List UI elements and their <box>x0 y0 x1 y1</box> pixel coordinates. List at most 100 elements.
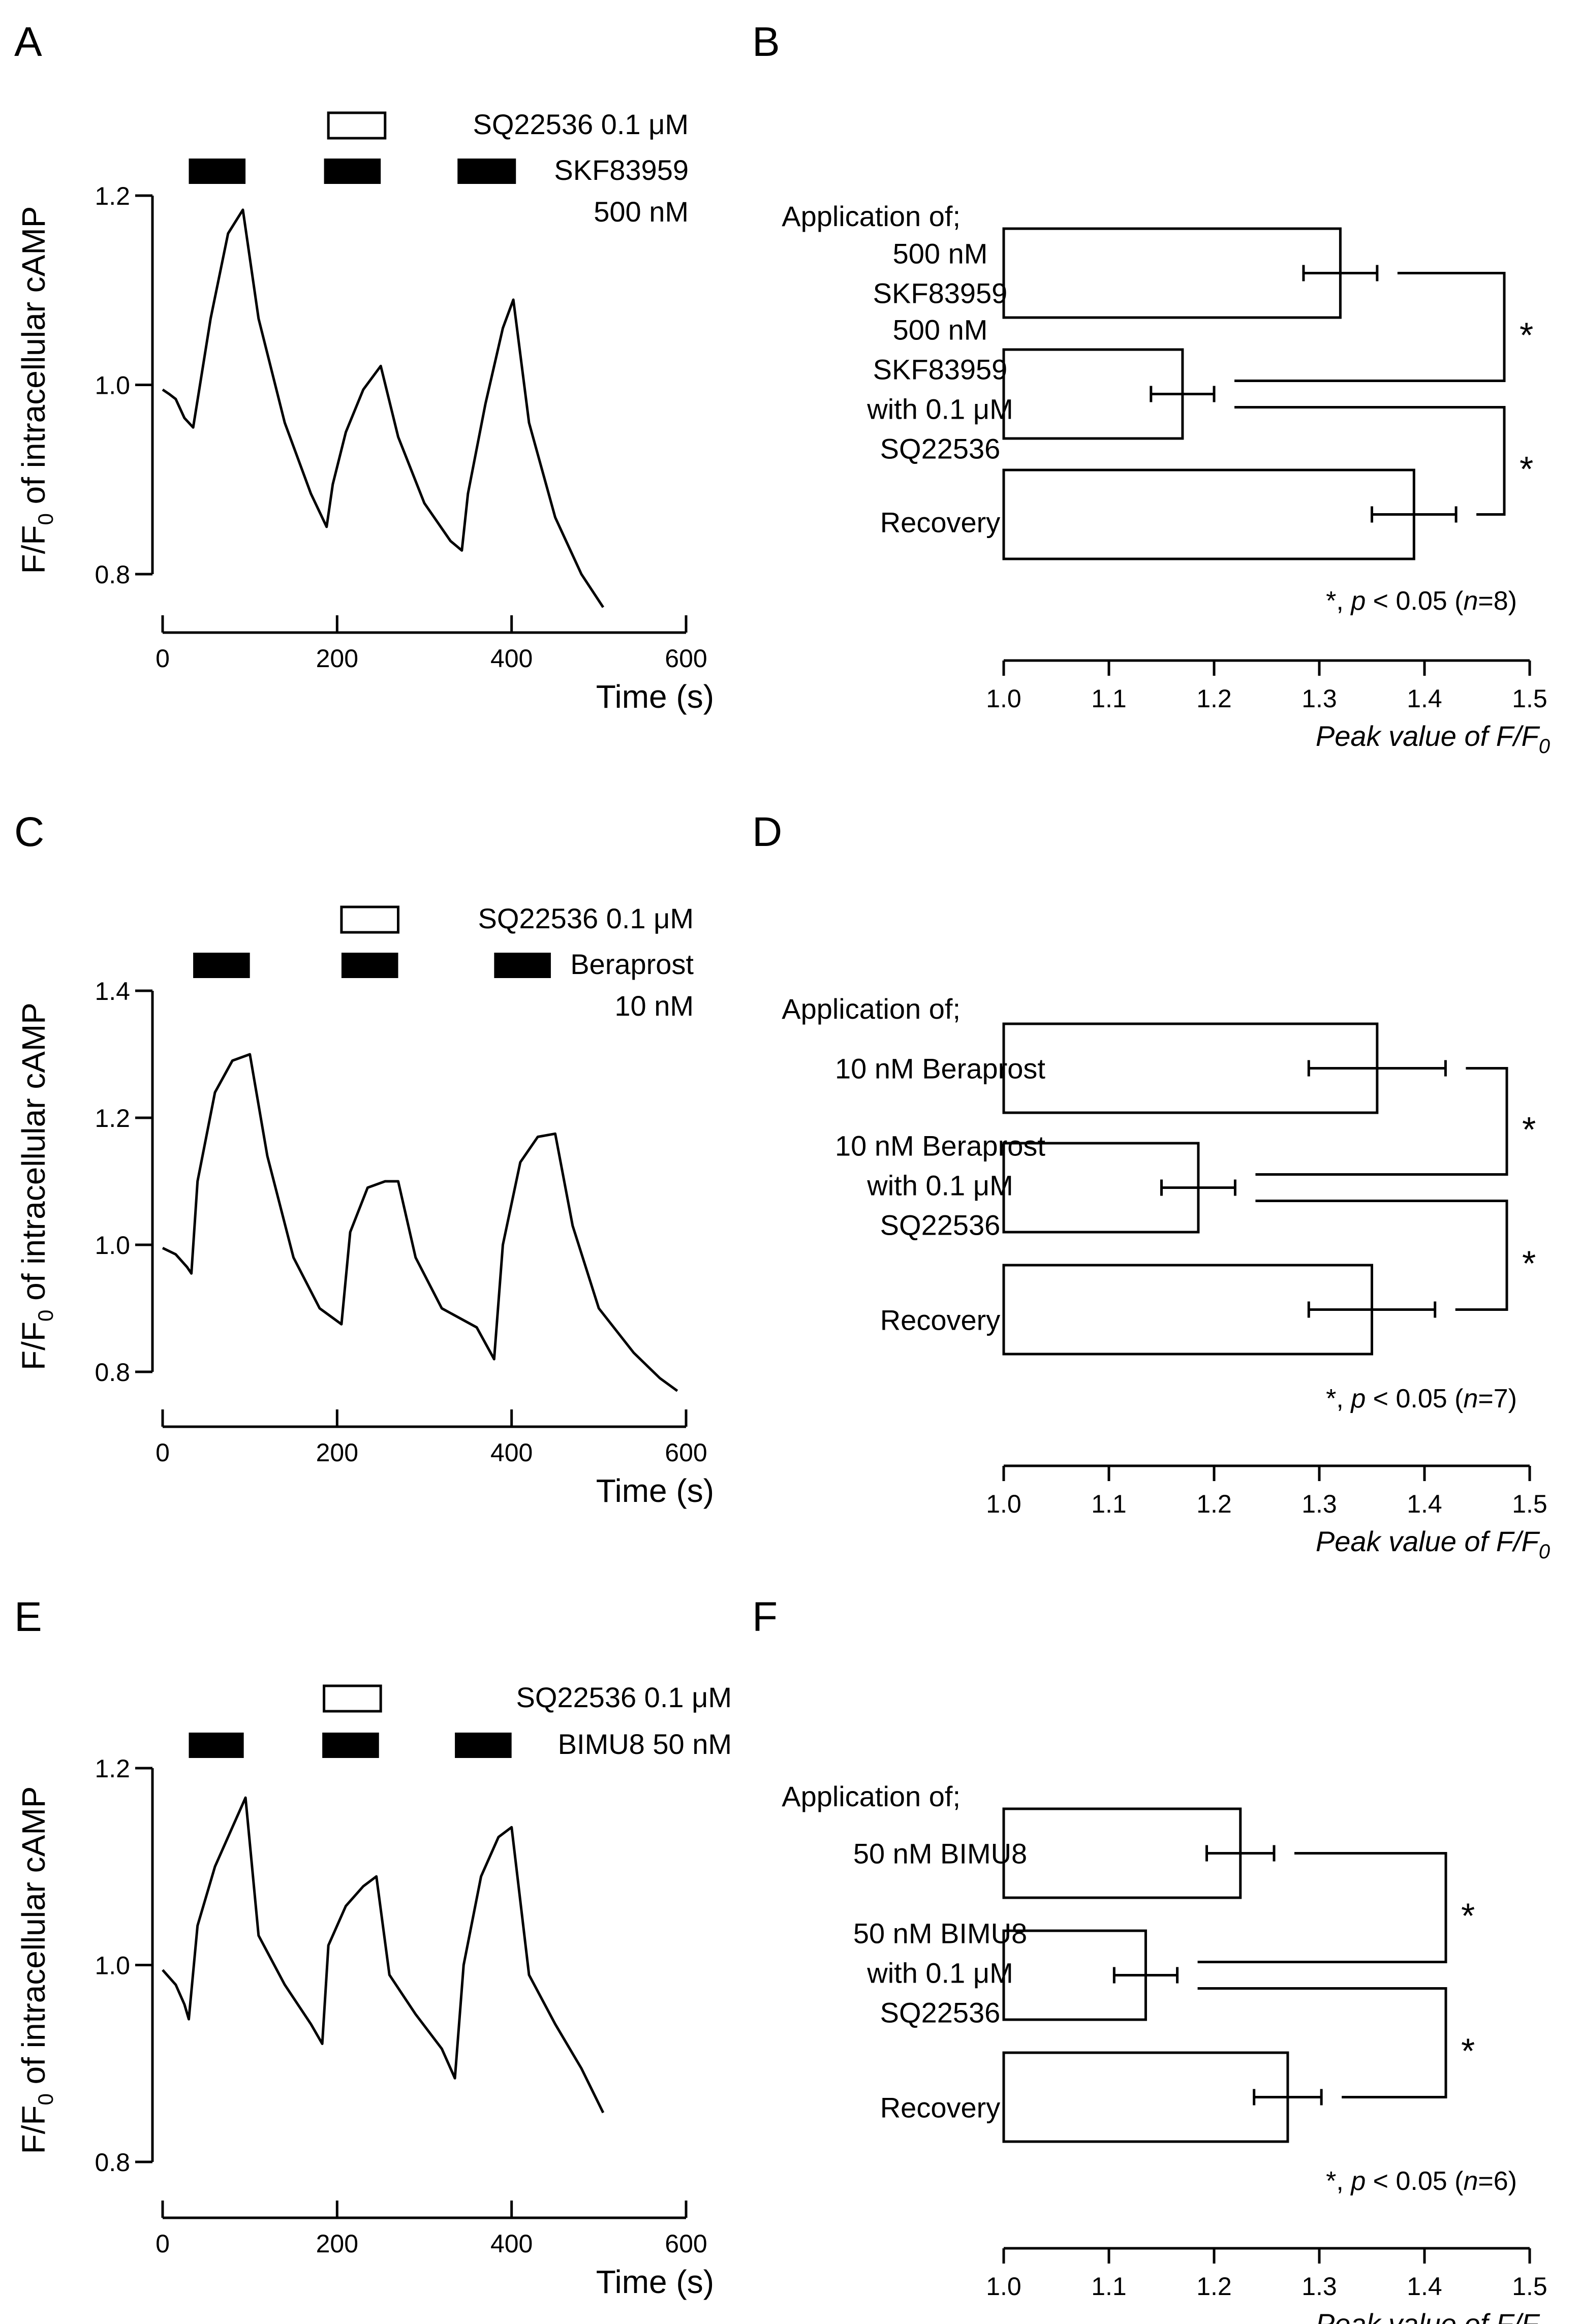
x-label-subscript: 0 <box>1539 2323 1550 2324</box>
category-label: with 0.1 μM <box>866 1957 1013 1989</box>
inhibitor-label: SQ22536 0.1 μM <box>478 902 694 934</box>
y-label-part: of intracellular cAMP <box>15 206 52 514</box>
x-tick-label: 400 <box>490 2229 533 2258</box>
inhibitor-bar <box>340 905 400 934</box>
x-tick-label: 0 <box>156 644 170 673</box>
x-tick-label: 1.1 <box>1091 684 1127 713</box>
agonist-bar <box>322 1733 379 1758</box>
panel-letter: E <box>14 1594 42 1640</box>
x-tick-label: 1.5 <box>1512 1490 1547 1518</box>
bar <box>1002 2051 1289 2143</box>
x-axis-label: Peak value of F/F0 <box>1316 1525 1550 1563</box>
note-part: *, <box>1326 2166 1351 2196</box>
note-n: n <box>1463 2166 1478 2196</box>
panel-C: C1.41.21.00.8F/F0 of intracellular cAMP0… <box>14 809 714 1509</box>
note-n: n <box>1463 586 1478 616</box>
x-tick-label: 1.2 <box>1196 1490 1232 1518</box>
agonist-label: 500 nM <box>594 196 689 228</box>
significance-bracket <box>1234 272 1506 382</box>
x-axis-label: Peak value of F/F0 <box>1316 2308 1550 2324</box>
significance-note: *, p < 0.05 (n=6) <box>1326 2166 1517 2196</box>
significance-bracket <box>1234 406 1506 516</box>
trace-line <box>162 1053 678 1392</box>
panel-letter: C <box>14 809 44 855</box>
category-label: Recovery <box>880 507 1001 539</box>
x-tick-label: 200 <box>316 1438 358 1467</box>
y-label-part: F/F <box>15 525 52 574</box>
note-part: < 0.05 ( <box>1366 2166 1464 2196</box>
significance-note: *, p < 0.05 (n=7) <box>1326 1384 1517 1414</box>
note-p: p <box>1350 1384 1366 1414</box>
x-tick-label: 1.4 <box>1407 684 1442 713</box>
significance-star: * <box>1461 1896 1475 1936</box>
y-label-subscript: 0 <box>34 1310 57 1322</box>
y-label-part: of intracellular cAMP <box>15 1002 52 1310</box>
agonist-bar <box>341 953 398 978</box>
application-label: Application of; <box>782 200 961 232</box>
inhibitor-label: SQ22536 0.1 μM <box>473 108 689 140</box>
application-label: Application of; <box>782 1780 961 1812</box>
category-label: SKF83959 <box>873 354 1008 386</box>
x-label-part: Peak value of F/F <box>1316 1525 1540 1557</box>
agonist-bar <box>189 159 246 184</box>
y-tick-label: 0.8 <box>95 560 130 589</box>
significance-bracket <box>1197 1852 1447 1963</box>
y-label-part: of intracellular cAMP <box>15 1786 52 2094</box>
trace-line <box>162 208 604 608</box>
significance-star: * <box>1520 316 1533 355</box>
y-tick-label: 1.0 <box>95 1231 130 1260</box>
x-tick-label: 1.1 <box>1091 2272 1127 2301</box>
category-label: 10 nM Beraprost <box>835 1053 1045 1085</box>
panel-letter: A <box>14 19 42 65</box>
x-tick-label: 1.4 <box>1407 1490 1442 1518</box>
x-tick-label: 1.0 <box>986 1490 1021 1518</box>
x-tick-label: 200 <box>316 2229 358 2258</box>
category-label: SQ22536 <box>880 1209 1001 1241</box>
category-label: with 0.1 μM <box>866 393 1013 425</box>
agonist-label: 10 nM <box>614 990 694 1022</box>
agonist-label: SKF83959 <box>554 154 689 186</box>
inhibitor-label: SQ22536 0.1 μM <box>516 1681 732 1713</box>
note-part: < 0.05 ( <box>1366 1384 1464 1414</box>
panel-F: F Application of; 50 nM BIMU8 50 nM BIMU8 wi… <box>752 1594 1550 2324</box>
inhibitor-bar <box>323 1684 382 1713</box>
y-tick-label: 1.0 <box>95 1952 130 1980</box>
category-label: Recovery <box>880 1304 1001 1336</box>
y-tick-label: 1.2 <box>95 1104 130 1133</box>
panel-letter: B <box>752 19 780 65</box>
agonist-bar <box>455 1733 512 1758</box>
x-axis-label: Time (s) <box>596 2264 714 2300</box>
agonist-bar <box>189 1733 244 1758</box>
panel-D: D Application of; 10 nM Beraprost 10 nM Ber… <box>752 809 1550 1563</box>
significance-star: * <box>1461 2031 1475 2071</box>
x-tick-label: 600 <box>665 644 707 673</box>
x-tick-label: 1.0 <box>986 684 1021 713</box>
category-label: with 0.1 μM <box>866 1170 1013 1202</box>
x-label-subscript: 0 <box>1539 735 1550 758</box>
category-label: 500 nM <box>893 314 988 346</box>
agonist-bar <box>193 953 250 978</box>
category-label: SQ22536 <box>880 1997 1001 2029</box>
x-tick-label: 0 <box>156 1438 170 1467</box>
x-tick-label: 1.4 <box>1407 2272 1442 2301</box>
y-axis-label: F/F0 of intracellular cAMP <box>15 1786 57 2154</box>
x-label-part: Peak value of F/F <box>1316 720 1540 752</box>
y-tick-label: 0.8 <box>95 1358 130 1387</box>
panel-letter: F <box>752 1594 778 1640</box>
significance-note: *, p < 0.05 (n=8) <box>1326 586 1517 616</box>
x-axis-label: Time (s) <box>596 1472 714 1509</box>
x-tick-label: 1.2 <box>1196 2272 1232 2301</box>
note-n: n <box>1463 1384 1478 1414</box>
x-tick-label: 400 <box>490 644 533 673</box>
y-axis-label: F/F0 of intracellular cAMP <box>15 206 57 574</box>
y-tick-label: 1.2 <box>95 1754 130 1783</box>
x-tick-label: 1.3 <box>1302 2272 1337 2301</box>
note-part: *, <box>1326 1384 1351 1414</box>
significance-star: * <box>1520 449 1533 489</box>
agonist-bar <box>324 159 381 184</box>
y-tick-label: 0.8 <box>95 2148 130 2177</box>
x-tick-label: 1.3 <box>1302 1490 1337 1518</box>
significance-bracket <box>1255 1067 1508 1176</box>
